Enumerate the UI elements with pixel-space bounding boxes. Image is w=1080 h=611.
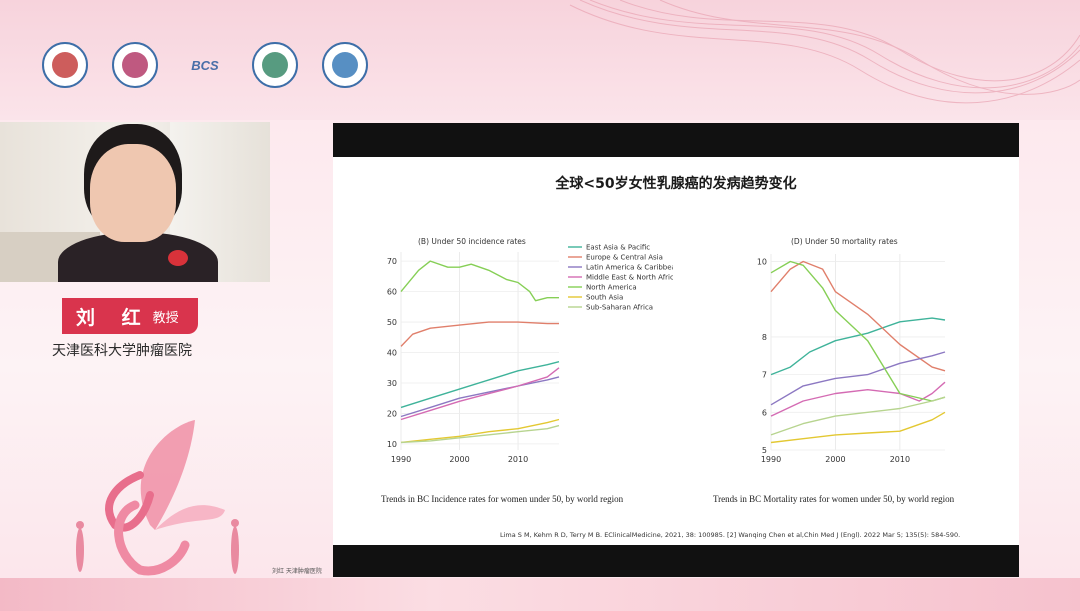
series-line: [770, 260, 946, 372]
y-tick-label: 20: [387, 409, 397, 418]
x-tick-label: 1990: [761, 455, 781, 464]
y-tick-label: 7: [762, 371, 767, 380]
presentation-slide: 全球<50岁女性乳腺癌的发病趋势变化 1990 2000 2010 10 20 30 40 5…: [333, 157, 1019, 545]
legend-label: North America: [586, 284, 637, 292]
x-tick-label: 2010: [890, 455, 910, 464]
participant-label: 刘红 天津肿瘤医院: [272, 568, 322, 575]
series-line: [770, 381, 946, 417]
series-line: [400, 260, 559, 302]
series-line: [400, 367, 560, 421]
speaker-name-card: 刘 红 教授: [62, 298, 198, 334]
y-tick-label: 70: [387, 257, 397, 266]
speaker-name: 刘 红: [76, 306, 151, 329]
y-tick-label: 60: [387, 288, 397, 297]
legend-label: Europe & Central Asia: [586, 254, 663, 262]
series-line: [400, 321, 559, 347]
incidence-caption: Trends in BC Incidence rates for women u…: [381, 494, 624, 504]
y-tick-label: 30: [387, 379, 397, 388]
legend-label: Sub-Saharan Africa: [586, 304, 653, 312]
series-line: [770, 411, 946, 444]
chart-title: (B) Under 50 incidence rates: [418, 237, 526, 246]
mortality-caption: Trends in BC Mortality rates for women u…: [713, 494, 955, 504]
y-tick-label: 10: [757, 258, 767, 267]
speaker-video: [0, 122, 270, 282]
chart-title: (D) Under 50 mortality rates: [791, 237, 898, 246]
society-logo-4: [252, 42, 298, 88]
series-line: [770, 396, 946, 436]
x-tick-label: 1990: [391, 455, 411, 464]
decorative-ribbon: [569, 0, 1080, 104]
legend-label: Middle East & North Africa: [586, 274, 673, 282]
speaker-title: 教授: [152, 310, 179, 326]
society-logo-2: [112, 42, 158, 88]
brooch: [168, 250, 188, 266]
x-tick-label: 2010: [508, 455, 528, 464]
legend-label: South Asia: [586, 294, 623, 302]
series-line: [400, 418, 560, 444]
legend-label: East Asia & Pacific: [586, 244, 650, 252]
series-line: [770, 351, 946, 406]
y-tick-label: 10: [387, 440, 397, 449]
speaker-affiliation: 天津医科大学肿瘤医院: [52, 343, 192, 359]
society-logo-1: [42, 42, 88, 88]
y-tick-label: 50: [387, 318, 397, 327]
y-tick-label: 5: [762, 446, 767, 455]
series-line: [400, 424, 560, 444]
series-line: [770, 317, 946, 376]
footer-band: [0, 578, 1080, 611]
slide-citation: Lima S M, Kehm R D, Terry M B. EClinical…: [500, 531, 961, 539]
header-band: [0, 0, 1080, 120]
y-tick-label: 8: [762, 333, 767, 342]
legend-label: Latin America & Caribbean: [586, 264, 673, 272]
butterfly-ribbon-graphic: [76, 420, 239, 576]
slide-title: 全球<50岁女性乳腺癌的发病趋势变化: [555, 176, 797, 192]
x-tick-label: 2000: [449, 455, 469, 464]
series-line: [400, 361, 560, 409]
series-line: [400, 376, 560, 418]
x-tick-label: 2000: [825, 455, 845, 464]
society-logo-5: [322, 42, 368, 88]
sponsor-logos: BCS: [42, 42, 368, 88]
bcs-logo: BCS: [191, 57, 219, 73]
series-line: [770, 260, 946, 402]
speaker-head: [90, 144, 176, 242]
mortality-chart: 1990 2000 2010 5 6 7 8 10 (D) Under 50 mortality…: [757, 237, 946, 464]
y-tick-label: 40: [387, 349, 397, 358]
y-tick-label: 6: [762, 408, 767, 417]
